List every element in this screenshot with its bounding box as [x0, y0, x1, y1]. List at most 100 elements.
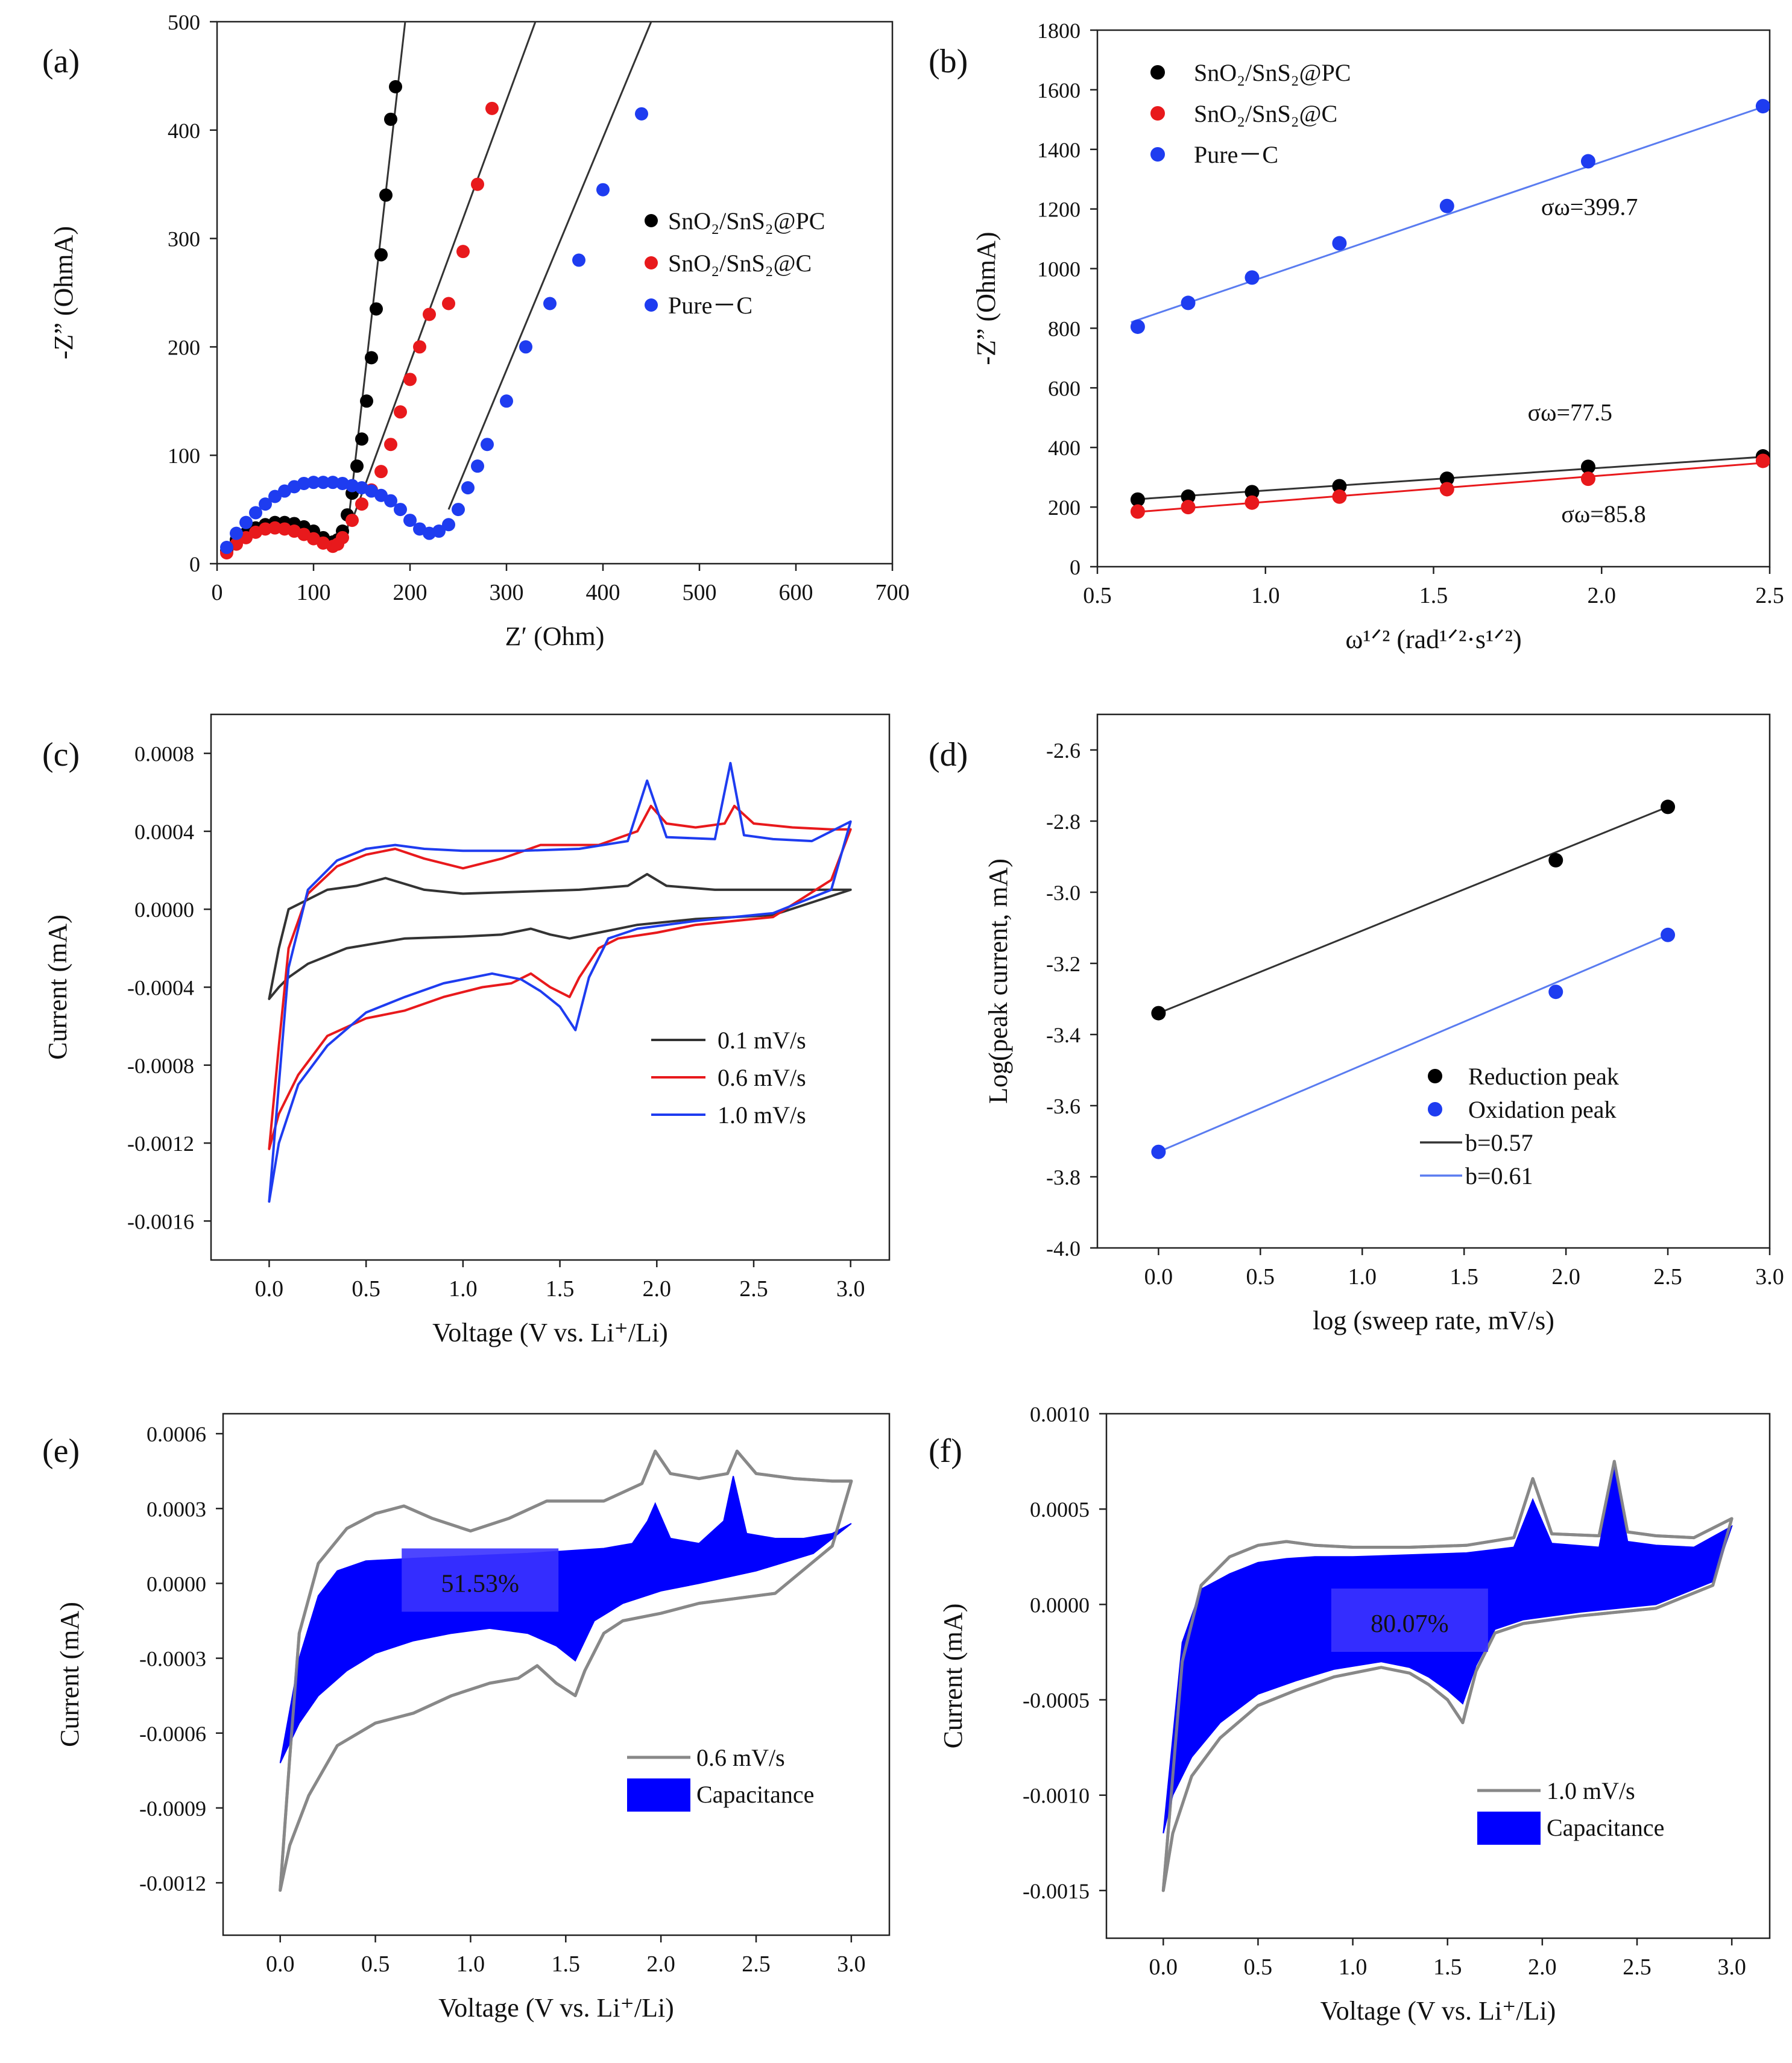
data-point — [1151, 1144, 1166, 1159]
x-tick-label: 2.5 — [1755, 583, 1784, 608]
y-axis-label: Current (mA) — [43, 915, 72, 1060]
data-point — [1580, 459, 1595, 474]
data-point — [317, 476, 330, 490]
data-point — [1439, 198, 1454, 213]
legend-marker — [1428, 1069, 1442, 1083]
plot-area — [1130, 99, 1770, 519]
legend-label: SnO₂/SnS₂@PC — [668, 207, 825, 235]
fit-line — [1158, 934, 1668, 1153]
data-point — [1332, 489, 1347, 504]
data-point — [394, 405, 407, 419]
y-tick-label: -0.0004 — [127, 976, 194, 1000]
x-axis-label: Voltage (V vs. Li⁺/Li) — [1320, 1996, 1556, 2026]
x-tick-label: 1.0 — [449, 1276, 478, 1302]
y-tick-label: 0 — [189, 552, 200, 576]
data-point — [374, 488, 388, 502]
data-point — [259, 497, 272, 511]
data-point — [1130, 319, 1145, 334]
data-point — [519, 340, 532, 354]
y-tick-label: -3.8 — [1046, 1165, 1081, 1189]
data-point — [394, 503, 407, 517]
panel-f: 0.0 0.5 1.0 1.5 2.0 2.5 3.0 -0.0015 -0.0010 -0.00… — [929, 1402, 1771, 2026]
x-tick-label: 2.0 — [646, 1951, 675, 1977]
y-axis-label: Log(peak current, mA) — [983, 858, 1013, 1104]
plot-area — [1151, 799, 1676, 1159]
annotation: σω=399.7 — [1541, 194, 1638, 221]
percentage-label: 80.07% — [1371, 1610, 1449, 1638]
plot-frame — [1105, 1413, 1771, 1939]
plot-area — [279, 1449, 853, 1892]
data-point — [374, 465, 388, 479]
x-tick-label: 1.0 — [1339, 1954, 1368, 1980]
y-tick-label: -0.0012 — [127, 1132, 194, 1156]
legend-label: SnO₂/SnS₂@PC — [1194, 59, 1351, 86]
data-point — [1130, 492, 1145, 507]
data-point — [360, 394, 373, 408]
data-point — [1661, 927, 1676, 942]
data-point — [1548, 852, 1563, 868]
annotation: σω=77.5 — [1528, 399, 1612, 426]
x-tick-label: 0 — [212, 580, 223, 605]
y-tick-label: 1600 — [1037, 78, 1081, 102]
x-tick-label: 2.5 — [1653, 1264, 1682, 1290]
x-axis-label: Z′ (Ohm) — [505, 622, 605, 651]
x-tick-label: 3.0 — [1755, 1264, 1784, 1290]
data-point — [481, 438, 494, 452]
panel-label: (f) — [929, 1432, 962, 1470]
y-tick-label: 800 — [1048, 317, 1081, 341]
legend-label: 1.0 mV/s — [718, 1101, 806, 1129]
x-axis-label: Voltage (V vs. Li⁺/Li) — [432, 1318, 668, 1347]
legend-marker — [1150, 65, 1165, 80]
y-tick-label: 400 — [1048, 436, 1081, 460]
percentage-label: 51.53% — [441, 1570, 519, 1598]
x-tick-label: 0.5 — [1083, 583, 1112, 608]
x-tick-label: 500 — [683, 580, 717, 605]
data-point — [326, 476, 339, 490]
x-tick-label: 300 — [490, 580, 524, 605]
x-tick-label: 3.0 — [837, 1951, 866, 1977]
data-point — [1245, 270, 1260, 285]
y-tick-label: -0.0006 — [139, 1722, 206, 1746]
percentage-box — [1331, 1589, 1488, 1652]
x-tick-label: 2.5 — [739, 1276, 768, 1302]
data-point — [374, 248, 388, 262]
x-tick-label: 2.5 — [742, 1951, 771, 1977]
annotation: σω=85.8 — [1561, 500, 1645, 528]
x-tick-label: 0.5 — [1246, 1264, 1275, 1290]
legend-label: 0.6 mV/s — [696, 1744, 785, 1771]
x-axis-label: log (sweep rate, mV/s) — [1313, 1306, 1554, 1335]
legend-label: Reduction peak — [1468, 1063, 1619, 1090]
data-point — [485, 101, 499, 115]
y-tick-label: -0.0010 — [1023, 1784, 1090, 1808]
y-tick-label: -3.2 — [1046, 952, 1081, 976]
plot-frame — [1096, 713, 1771, 1249]
data-point — [442, 518, 455, 532]
data-point — [259, 522, 272, 536]
cv-curve — [268, 873, 852, 1000]
x-tick-label: 600 — [779, 580, 813, 605]
legend-swatch — [627, 1778, 690, 1812]
legend: 1.0 mV/s Capacitance — [1477, 1777, 1664, 1845]
cv-outline — [279, 1449, 853, 1892]
y-tick-label: 0.0003 — [147, 1497, 206, 1521]
x-tick-label: 0.0 — [255, 1276, 284, 1302]
y-tick-label: 100 — [168, 444, 200, 468]
y-axis-label: Current (mA) — [55, 1602, 84, 1747]
legend-label: 1.0 mV/s — [1547, 1777, 1635, 1804]
legend-label: SnO₂/SnS₂@C — [1194, 100, 1337, 127]
y-tick-label: 0.0000 — [147, 1572, 206, 1596]
data-point — [452, 503, 465, 517]
data-point — [456, 245, 470, 259]
panel-label: (d) — [929, 736, 968, 773]
data-point — [345, 514, 359, 528]
y-tick-label: -2.6 — [1046, 739, 1081, 763]
data-point — [384, 112, 397, 126]
panel-a: 0 100 200 300 400 500 600 700 0 100 200 300 400 500 Z′… — [42, 10, 910, 651]
data-point — [1755, 99, 1770, 114]
y-tick-label: 200 — [1048, 496, 1081, 520]
y-axis-label: -Z” (OhmA) — [971, 231, 1001, 365]
legend-label: Pure－C — [668, 292, 752, 319]
cv-curve — [268, 804, 852, 1150]
data-point — [596, 183, 610, 197]
legend-marker — [645, 214, 658, 227]
